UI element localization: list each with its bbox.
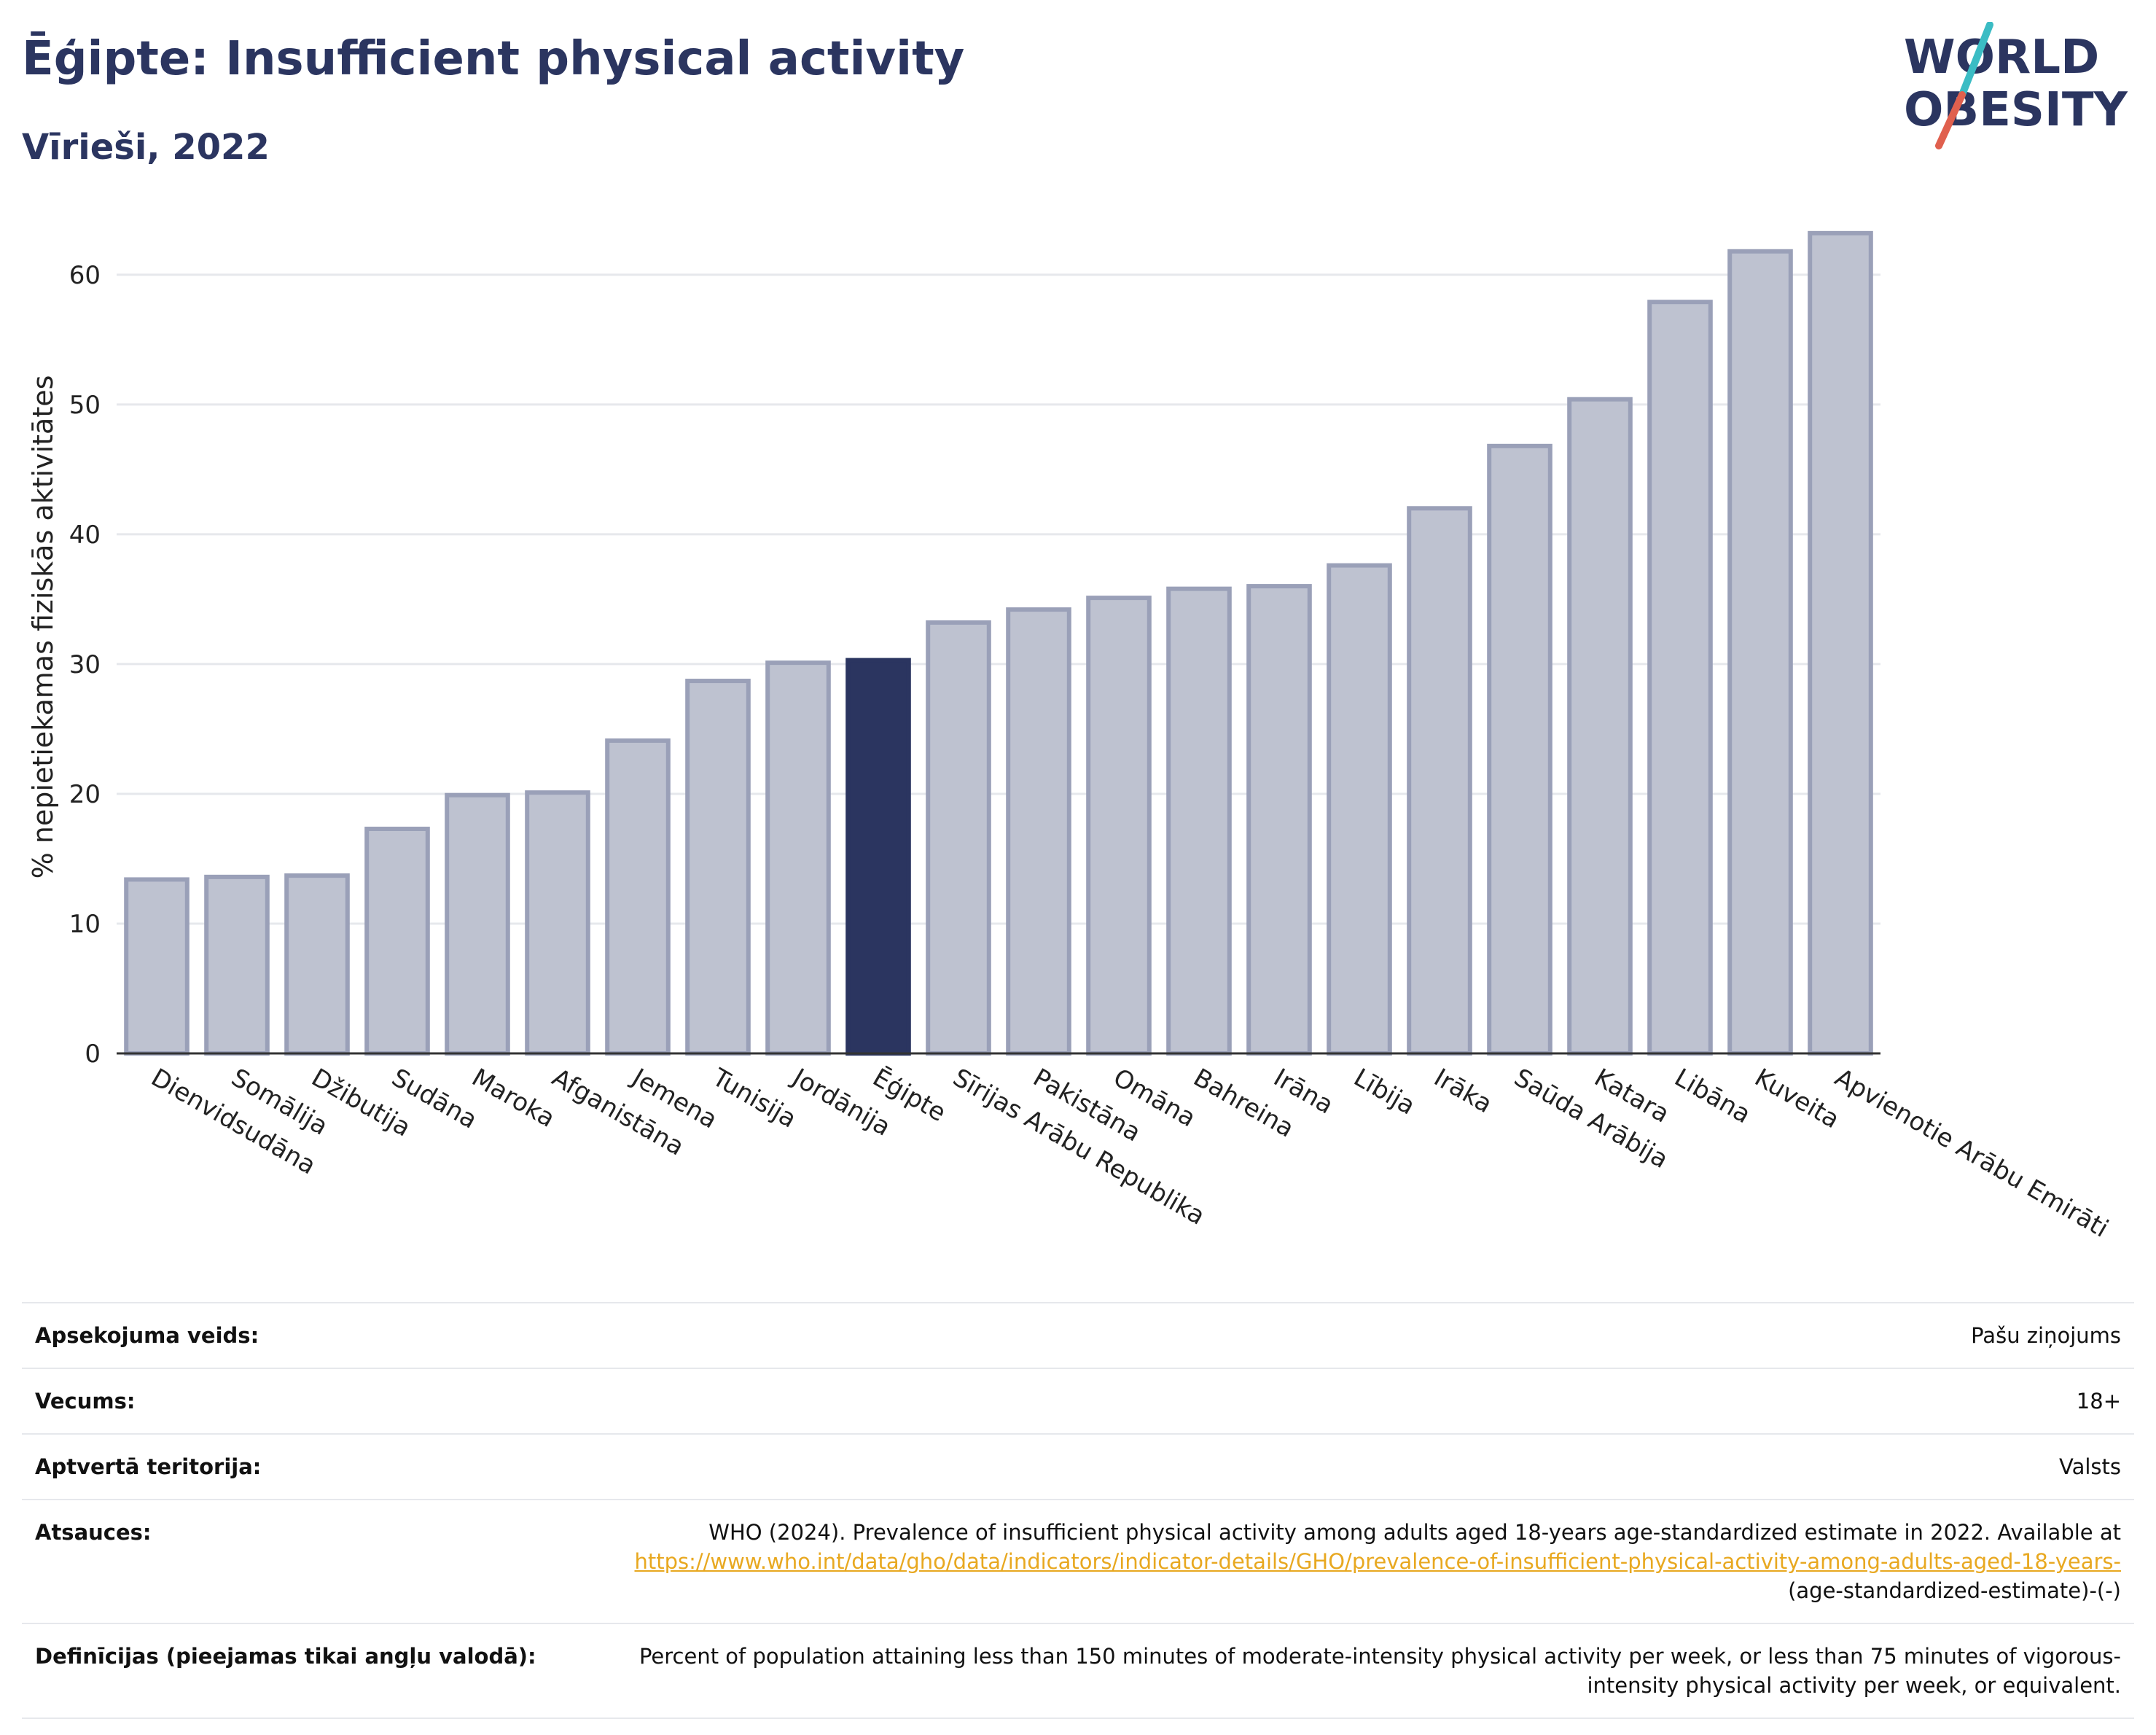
bar-highlight bbox=[845, 658, 911, 1056]
logo-slash-teal bbox=[1958, 22, 1993, 98]
world-obesity-logo: WORLD OBESITY bbox=[1904, 22, 2128, 149]
page-subtitle: Vīrieši, 2022 bbox=[22, 127, 270, 168]
bar bbox=[605, 738, 671, 1056]
coverage-label: Aptvertā teritorija: bbox=[22, 1433, 573, 1500]
y-axis-title: % nepietiekamas fiziskās aktivitātes bbox=[27, 375, 59, 879]
y-tick-label: 0 bbox=[85, 1040, 101, 1069]
x-tick-label: Lībija bbox=[1349, 1063, 1421, 1120]
info-table: Apsekojuma veids: Pašu ziņojums Vecums: … bbox=[22, 1302, 2134, 1719]
x-tick-label: Libāna bbox=[1670, 1063, 1756, 1129]
bar bbox=[204, 874, 270, 1056]
info-row-definitions: Definīcijas (pieejamas tikai angļu valod… bbox=[22, 1623, 2134, 1719]
bar bbox=[364, 827, 430, 1056]
bar bbox=[1006, 607, 1071, 1056]
y-tick-label: 30 bbox=[69, 650, 101, 679]
bar bbox=[1086, 596, 1152, 1056]
bar bbox=[1407, 506, 1472, 1056]
bar bbox=[1567, 397, 1633, 1056]
references-suffix: (age-standardized-estimate)-(-) bbox=[1788, 1578, 2121, 1603]
bar bbox=[1647, 300, 1713, 1056]
references-link[interactable]: https://www.who.int/data/gho/data/indica… bbox=[634, 1549, 2121, 1574]
bar bbox=[1166, 586, 1232, 1056]
survey-type-label: Apsekojuma veids: bbox=[22, 1302, 573, 1369]
bar bbox=[1727, 249, 1793, 1056]
bar bbox=[1487, 443, 1552, 1056]
logo-slash-red bbox=[1935, 91, 1966, 149]
logo-line1: WORLD bbox=[1904, 31, 2099, 85]
references-value: WHO (2024). Prevalence of insufficient p… bbox=[573, 1499, 2134, 1624]
x-tick-label: Tunisija bbox=[707, 1063, 802, 1134]
y-tick-label: 20 bbox=[69, 780, 101, 809]
page-title: Ēģipte: Insufficient physical activity bbox=[22, 32, 965, 86]
bars bbox=[124, 230, 1873, 1056]
age-value: 18+ bbox=[573, 1368, 2134, 1435]
info-row-coverage: Aptvertā teritorija: Valsts bbox=[22, 1433, 2134, 1500]
y-tick-label: 40 bbox=[69, 520, 101, 550]
references-label: Atsauces: bbox=[22, 1499, 573, 1624]
info-row-survey-type: Apsekojuma veids: Pašu ziņojums bbox=[22, 1302, 2134, 1369]
x-tick-label: Kuveita bbox=[1750, 1063, 1845, 1134]
bar bbox=[445, 792, 510, 1056]
definitions-value: Percent of population attaining less tha… bbox=[573, 1623, 2134, 1719]
logo-line2: OBESITY bbox=[1904, 83, 2128, 137]
bar bbox=[685, 679, 751, 1056]
references-text: WHO (2024). Prevalence of insufficient p… bbox=[708, 1520, 2121, 1545]
bar bbox=[1808, 230, 1873, 1056]
x-tick-label: Apvienotie Arābu Emirāti bbox=[1830, 1063, 2114, 1244]
y-tick-label: 60 bbox=[69, 261, 101, 290]
bar bbox=[765, 660, 831, 1056]
age-label: Vecums: bbox=[22, 1368, 573, 1435]
bar bbox=[926, 620, 991, 1056]
bar bbox=[284, 873, 350, 1056]
bar bbox=[124, 877, 190, 1056]
bar bbox=[1246, 584, 1312, 1056]
y-tick-label: 10 bbox=[69, 910, 101, 939]
y-tick-label: 50 bbox=[69, 391, 101, 420]
info-row-age: Vecums: 18+ bbox=[22, 1368, 2134, 1435]
definitions-label: Definīcijas (pieejamas tikai angļu valod… bbox=[22, 1623, 573, 1719]
bar bbox=[1327, 563, 1392, 1056]
bar bbox=[525, 790, 590, 1056]
info-row-references: Atsauces: WHO (2024). Prevalence of insu… bbox=[22, 1499, 2134, 1624]
coverage-value: Valsts bbox=[573, 1433, 2134, 1500]
x-tick-label: Irāka bbox=[1429, 1063, 1497, 1119]
survey-type-value: Pašu ziņojums bbox=[573, 1302, 2134, 1369]
x-tick-label: Maroka bbox=[467, 1063, 561, 1134]
bar-chart: 0102030405060DienvidsudānaSomālijaDžibut… bbox=[27, 230, 2114, 1244]
